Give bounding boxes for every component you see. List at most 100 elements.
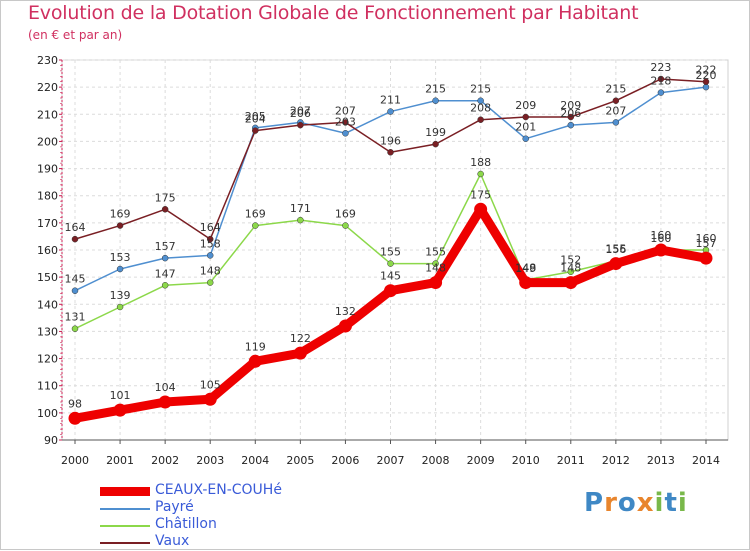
data-label: 145	[380, 270, 401, 283]
data-label: 101	[110, 389, 131, 402]
legend: CEAUX-EN-COUHé Payré Châtillon Vaux	[100, 482, 340, 551]
data-label: 207	[605, 104, 626, 117]
data-point	[387, 149, 394, 156]
data-label: 169	[245, 208, 266, 221]
y-tick-label: 230	[37, 54, 58, 67]
data-point	[387, 108, 394, 115]
data-label: 209	[560, 99, 581, 112]
data-label: 201	[515, 121, 536, 134]
data-point	[116, 222, 124, 229]
data-label: 153	[110, 251, 131, 264]
legend-swatch	[100, 487, 150, 496]
data-label: 157	[155, 240, 176, 253]
data-point	[567, 113, 575, 121]
x-tick-label: 2000	[61, 454, 89, 467]
data-point	[116, 303, 124, 311]
data-label: 160	[650, 232, 671, 245]
y-tick-label: 190	[37, 163, 58, 176]
x-tick-label: 2003	[196, 454, 224, 467]
data-point	[71, 287, 79, 294]
y-tick-label: 120	[37, 353, 58, 366]
data-point	[657, 89, 665, 96]
y-tick-label: 130	[37, 325, 58, 338]
data-point	[161, 254, 169, 262]
data-point	[342, 119, 349, 126]
data-point	[477, 97, 484, 104]
data-point	[432, 260, 439, 267]
data-point	[612, 119, 620, 126]
data-point	[522, 135, 529, 142]
data-label: 206	[560, 107, 581, 120]
legend-swatch	[100, 542, 150, 544]
x-tick-label: 2014	[692, 454, 720, 467]
y-tick-label: 90	[44, 434, 58, 447]
data-label: 207	[335, 104, 356, 117]
data-label: 218	[650, 75, 671, 88]
data-point	[474, 202, 488, 216]
data-point	[203, 392, 217, 406]
proxiti-logo: Proxiti	[584, 488, 688, 518]
data-point	[71, 235, 79, 243]
data-label: 157	[696, 237, 717, 250]
y-tick-label: 110	[37, 380, 58, 393]
data-label: 132	[335, 305, 356, 318]
data-label: 148	[200, 265, 221, 278]
data-point	[158, 395, 172, 409]
axes: 90 100 110 120 130 140 150 160 170 180 190 200 210 22…	[37, 54, 728, 467]
data-point	[293, 346, 307, 360]
x-tick-label: 2010	[512, 454, 540, 467]
x-tick-label: 2004	[241, 454, 269, 467]
data-label: 203	[335, 115, 356, 128]
data-point	[342, 130, 349, 137]
data-label: 188	[470, 156, 491, 169]
data-point	[206, 252, 214, 259]
legend-item: Vaux	[100, 533, 340, 551]
data-label: 122	[290, 332, 311, 345]
data-point	[657, 75, 665, 83]
data-label: 199	[425, 126, 446, 139]
data-point	[429, 276, 443, 290]
data-point	[432, 140, 439, 148]
data-point	[68, 411, 82, 425]
grid	[61, 59, 729, 441]
legend-label: Vaux	[155, 533, 190, 549]
data-label: 145	[65, 273, 86, 286]
x-tick-label: 2008	[422, 454, 450, 467]
chart-subtitle: (en € et par an)	[28, 28, 123, 42]
data-label: 160	[696, 232, 717, 245]
legend-label: Châtillon	[155, 516, 217, 532]
data-label: 169	[335, 208, 356, 221]
data-label: 155	[380, 246, 401, 259]
data-point	[519, 276, 533, 290]
data-label: 149	[515, 262, 536, 275]
data-label: 207	[290, 104, 311, 117]
data-label: 175	[155, 191, 176, 204]
data-point	[564, 276, 578, 290]
x-tick-label: 2007	[377, 454, 405, 467]
data-label: 223	[650, 61, 671, 74]
data-point	[161, 282, 169, 289]
x-tick-label: 2006	[331, 454, 359, 467]
data-point	[71, 325, 79, 332]
data-label: 208	[470, 102, 491, 115]
data-label: 209	[515, 99, 536, 112]
x-tick-label: 2001	[106, 454, 134, 467]
legend-swatch	[100, 525, 150, 527]
data-point	[116, 265, 124, 273]
data-point	[206, 279, 214, 286]
data-label: 158	[200, 237, 221, 250]
data-label: 147	[155, 267, 176, 280]
x-tick-label: 2012	[602, 454, 630, 467]
data-point	[297, 121, 304, 129]
y-tick-label: 150	[37, 271, 58, 284]
chart-title: Evolution de la Dotation Globale de Fonc…	[28, 2, 639, 24]
x-tick-label: 2002	[151, 454, 179, 467]
y-tick-label: 160	[37, 244, 58, 257]
data-label: 155	[605, 243, 626, 256]
legend-item: Payré	[100, 499, 340, 517]
x-tick-label: 2005	[286, 454, 314, 467]
data-label: 169	[110, 208, 131, 221]
data-point	[113, 403, 127, 417]
